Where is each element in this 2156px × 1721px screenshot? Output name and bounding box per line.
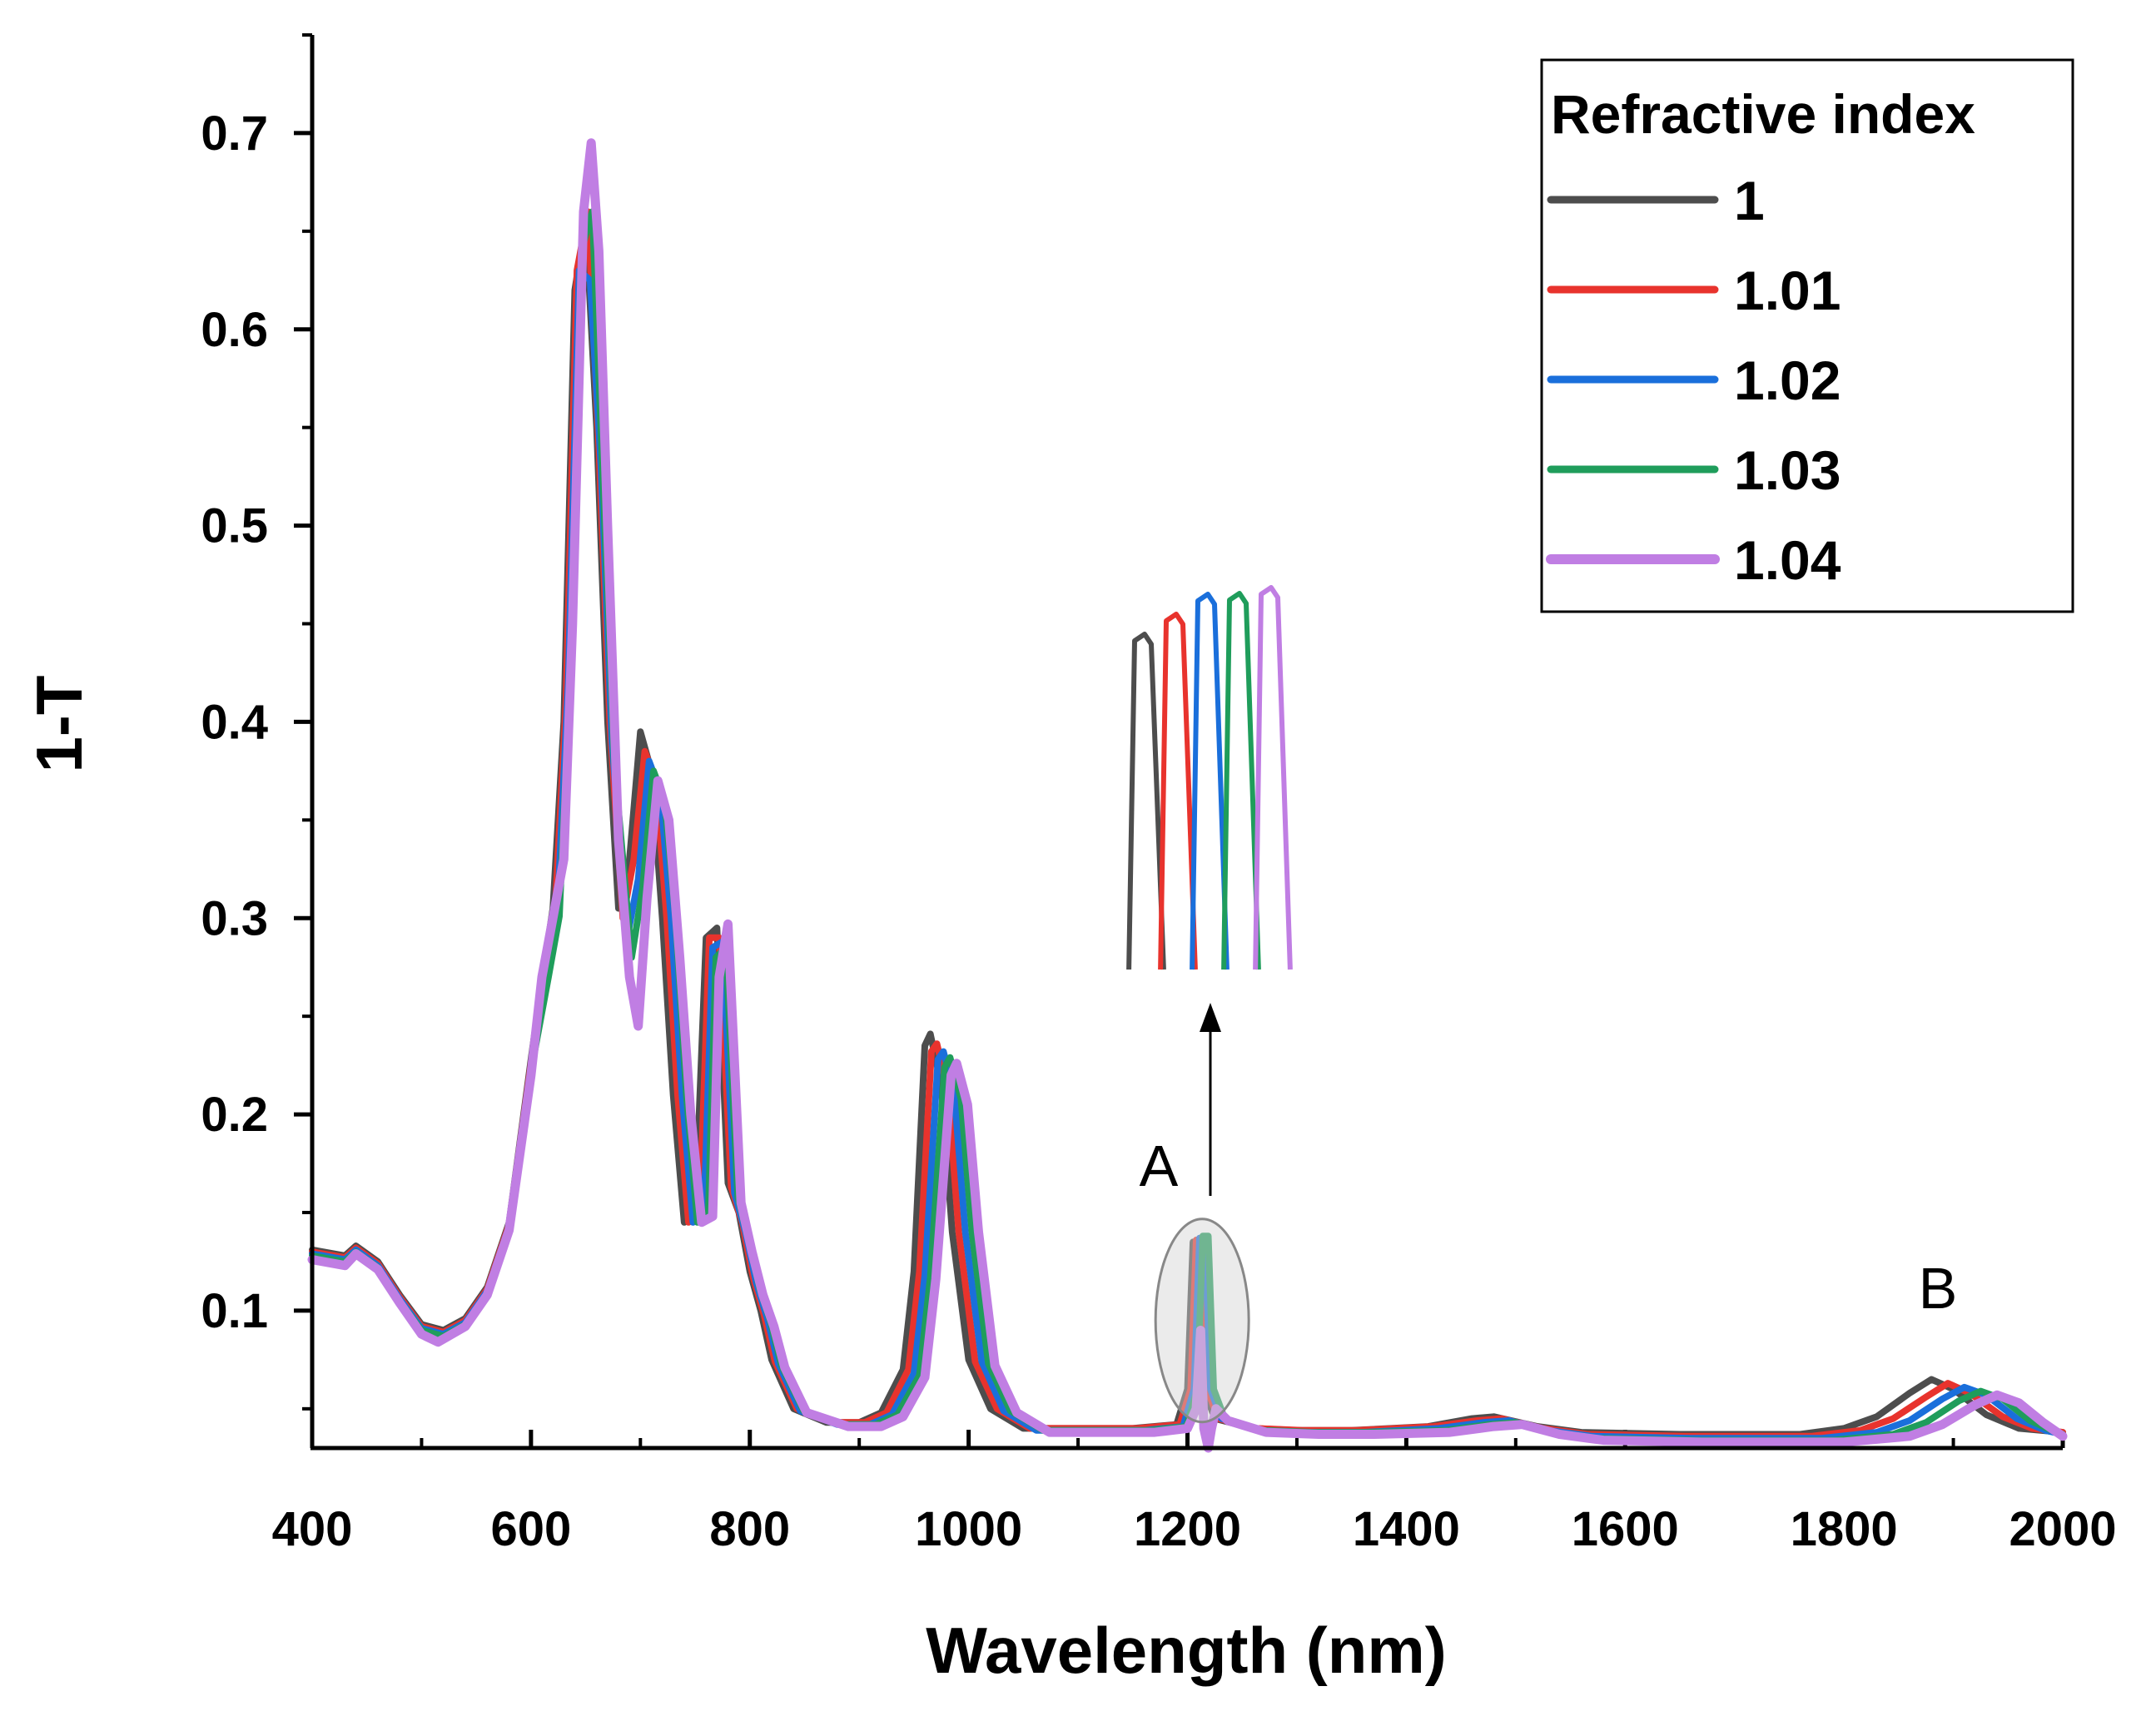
inset-peak-1-02: [1190, 592, 1230, 970]
legend-title: Refractive index: [1551, 83, 1975, 145]
inset-layer: [1126, 585, 1293, 970]
x-tick-label: 1400: [1353, 1502, 1460, 1556]
zoom-arrow-head: [1200, 1003, 1221, 1032]
y-tick-label: 0.3: [201, 891, 268, 945]
x-tick-label: 2000: [2009, 1502, 2116, 1556]
y-tick-label: 0.7: [201, 107, 268, 161]
x-axis-title: Wavelength (nm): [926, 1614, 1446, 1687]
x-tick-label: 800: [709, 1502, 790, 1556]
inset-peak-1-01: [1158, 612, 1198, 970]
x-tick-label: 1800: [1791, 1502, 1898, 1556]
x-tick-label: 1600: [1572, 1502, 1679, 1556]
legend: Refractive index 1 1.01 1.02 1.03 1.04: [1540, 58, 2074, 613]
x-tick-label: 1000: [915, 1502, 1022, 1556]
x-tick-label: 400: [272, 1502, 353, 1556]
legend-label-1-03: 1.03: [1734, 439, 1841, 501]
legend-label-1-02: 1.02: [1734, 350, 1841, 411]
x-tick-label: 600: [490, 1502, 571, 1556]
x-tick-label: 1200: [1134, 1502, 1241, 1556]
legend-box: [1540, 58, 2074, 613]
annotation-b: B: [1919, 1256, 1958, 1321]
y-tick-label: 0.4: [201, 695, 268, 749]
legend-label-1-01: 1.01: [1734, 260, 1841, 321]
inset-peak-1: [1126, 632, 1166, 970]
annotation-a: A: [1140, 1133, 1179, 1198]
resonance-a-highlight: [1154, 1218, 1250, 1424]
y-tick-label: 0.1: [201, 1284, 268, 1338]
series-layer: [307, 138, 2068, 1453]
ticks-layer: 400 600 800 1000 1200 1400 1600 1800 2000 0.1 0.2 0…: [201, 33, 2117, 1556]
annotation-layer: AB: [1140, 1003, 1958, 1424]
legend-entries: 1 1.01 1.02 1.03 1.04: [1546, 170, 1841, 591]
y-axis-title: 1-T: [22, 676, 96, 773]
y-tick-label: 0.6: [201, 303, 268, 357]
inset-peak-1-03: [1221, 591, 1261, 970]
y-tick-label: 0.5: [201, 499, 268, 553]
legend-label-1: 1: [1734, 170, 1765, 231]
legend-label-1-04: 1.04: [1734, 529, 1841, 591]
inset-peak-1-04: [1253, 585, 1293, 970]
series-line-1-04: [307, 138, 2068, 1453]
y-tick-label: 0.2: [201, 1088, 268, 1142]
